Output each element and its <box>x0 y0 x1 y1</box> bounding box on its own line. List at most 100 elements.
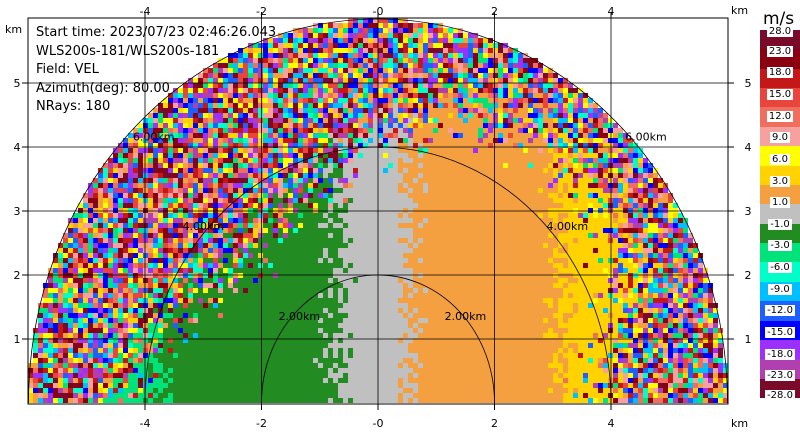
velocity-cell <box>408 193 413 198</box>
velocity-cell <box>613 273 618 278</box>
velocity-cell <box>338 118 343 123</box>
velocity-cell <box>273 103 278 108</box>
velocity-cell <box>168 228 173 233</box>
velocity-cell <box>208 178 213 183</box>
velocity-cell <box>163 178 168 183</box>
velocity-cell <box>258 53 263 58</box>
velocity-cell <box>183 258 188 263</box>
velocity-cell <box>123 138 128 143</box>
velocity-cell <box>253 188 258 193</box>
velocity-cell <box>283 258 288 263</box>
velocity-cell <box>273 113 278 118</box>
velocity-cell <box>298 38 303 43</box>
velocity-cell <box>108 228 113 233</box>
velocity-cell <box>378 43 383 48</box>
velocity-cell <box>363 23 368 28</box>
velocity-cell <box>583 183 588 188</box>
velocity-cell <box>108 213 113 218</box>
velocity-cell <box>193 143 198 148</box>
velocity-cell <box>138 173 143 178</box>
velocity-cell <box>198 203 203 208</box>
velocity-cell <box>488 58 493 63</box>
velocity-cell <box>578 108 583 113</box>
velocity-cell <box>463 223 468 228</box>
velocity-cell <box>468 88 473 93</box>
velocity-cell <box>568 238 573 243</box>
velocity-cell <box>228 93 233 98</box>
velocity-cell <box>303 238 308 243</box>
velocity-cell <box>563 253 568 258</box>
velocity-cell <box>503 118 508 123</box>
velocity-cell <box>318 83 323 88</box>
velocity-cell <box>648 248 653 253</box>
velocity-cell <box>248 88 253 93</box>
velocity-cell <box>363 143 368 148</box>
velocity-cell <box>598 118 603 123</box>
velocity-cell <box>443 83 448 88</box>
velocity-cell <box>263 253 268 258</box>
velocity-cell <box>243 58 248 63</box>
velocity-cell <box>343 188 348 193</box>
velocity-cell <box>218 268 223 273</box>
velocity-cell <box>353 138 358 143</box>
velocity-cell <box>268 108 273 113</box>
velocity-cell <box>243 213 248 218</box>
velocity-cell <box>283 128 288 133</box>
velocity-cell <box>448 273 453 278</box>
velocity-cell <box>443 78 448 83</box>
velocity-cell <box>663 188 668 193</box>
velocity-cell <box>398 178 403 183</box>
velocity-cell <box>598 238 603 243</box>
velocity-cell <box>133 173 138 178</box>
velocity-cell <box>483 218 488 223</box>
velocity-cell <box>53 268 58 273</box>
velocity-cell <box>418 143 423 148</box>
velocity-cell <box>558 198 563 203</box>
velocity-cell <box>113 163 118 168</box>
velocity-cell <box>653 273 658 278</box>
velocity-cell <box>278 238 283 243</box>
velocity-cell <box>343 183 348 188</box>
velocity-cell <box>148 178 153 183</box>
velocity-cell <box>98 263 103 268</box>
velocity-cell <box>228 248 233 253</box>
velocity-cell <box>348 268 353 273</box>
velocity-cell <box>368 98 373 103</box>
velocity-cell <box>308 248 313 253</box>
velocity-cell <box>513 73 518 78</box>
velocity-cell <box>623 168 628 173</box>
velocity-cell <box>548 203 553 208</box>
velocity-cell <box>238 53 243 58</box>
velocity-cell <box>138 268 143 273</box>
velocity-cell <box>373 273 378 278</box>
velocity-cell <box>663 203 668 208</box>
velocity-cell <box>63 258 68 263</box>
velocity-cell <box>338 108 343 113</box>
velocity-cell <box>293 183 298 188</box>
velocity-cell <box>618 238 623 243</box>
velocity-cell <box>138 233 143 238</box>
velocity-cell <box>598 248 603 253</box>
velocity-cell <box>203 153 208 158</box>
velocity-cell <box>93 208 98 213</box>
velocity-cell <box>123 233 128 238</box>
velocity-cell <box>298 208 303 213</box>
velocity-cell <box>308 188 313 193</box>
velocity-cell <box>293 38 298 43</box>
velocity-cell <box>423 253 428 258</box>
velocity-cell <box>498 168 503 173</box>
velocity-cell <box>553 223 558 228</box>
velocity-cell <box>388 208 393 213</box>
velocity-cell <box>288 173 293 178</box>
velocity-cell <box>113 198 118 203</box>
velocity-cell <box>373 188 378 193</box>
velocity-cell <box>463 143 468 148</box>
velocity-cell <box>228 263 233 268</box>
velocity-cell <box>223 78 228 83</box>
velocity-cell <box>258 163 263 168</box>
velocity-cell <box>88 223 93 228</box>
velocity-cell <box>513 183 518 188</box>
velocity-cell <box>223 73 228 78</box>
velocity-cell <box>603 208 608 213</box>
velocity-cell <box>488 63 493 68</box>
